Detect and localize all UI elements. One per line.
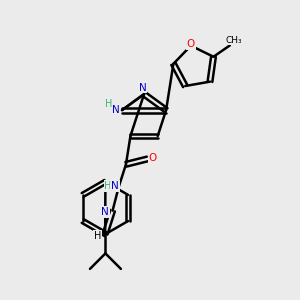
- Text: N: N: [101, 207, 109, 217]
- Text: H: H: [94, 231, 101, 241]
- Text: N: N: [139, 82, 146, 93]
- Text: H: H: [104, 181, 112, 191]
- Text: N: N: [111, 181, 119, 191]
- Text: O: O: [148, 153, 157, 164]
- Text: CH₃: CH₃: [226, 36, 243, 45]
- Text: H: H: [105, 99, 112, 109]
- Text: N: N: [112, 105, 119, 115]
- Text: O: O: [187, 39, 195, 49]
